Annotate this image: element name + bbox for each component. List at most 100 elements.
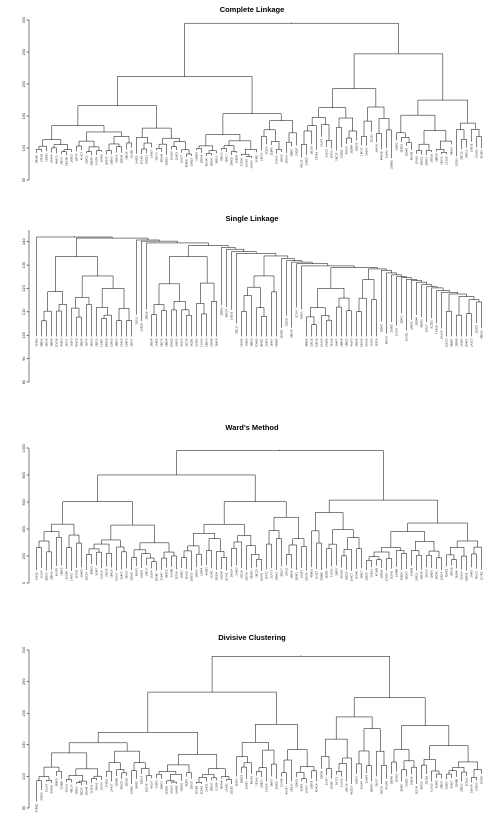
leaf-label: 1A418	[34, 572, 38, 581]
leaf-label: 1A0C7	[179, 154, 183, 163]
leaf-label: 2BD44	[414, 317, 418, 326]
leaf-label: 1BAC7	[224, 154, 228, 163]
leaf-label: 1BA07	[189, 780, 193, 789]
leaf-label: 1AA2A	[319, 338, 323, 347]
leaf-label: 1D5B3	[429, 570, 433, 579]
leaf-label: 2EA17	[64, 338, 68, 347]
leaf-label: 2E0B4	[194, 785, 198, 794]
leaf-label: 3C4B7	[254, 154, 258, 163]
leaf-label: 3BAF0	[399, 315, 403, 324]
leaf-label: 1D8E6	[114, 778, 118, 787]
leaf-label: 4BB02	[89, 566, 93, 575]
leaf-label: 1A8B4	[394, 568, 398, 577]
y-tick-label: 250	[22, 677, 26, 685]
leaf-label: 1E001	[134, 316, 138, 325]
leaf-label: 2EB05	[399, 572, 403, 581]
leaf-label: 2E2F8	[374, 338, 378, 346]
leaf-label: 2BB00	[209, 157, 213, 166]
y-tick-label: 150	[22, 741, 26, 749]
leaf-label: 2BC15	[459, 151, 463, 160]
leaf-label: 2K8C0	[69, 154, 73, 163]
leaf-label: 2D6B8	[319, 572, 323, 581]
leaf-label: 1AB05	[139, 570, 143, 579]
leaf-label: 1A1F4	[94, 157, 98, 166]
leaf-label: 2A4E8	[174, 785, 178, 794]
leaf-label: 4B8A6	[304, 338, 308, 347]
y-tick-label: 0	[22, 581, 26, 584]
leaf-label: 3CE41	[389, 570, 393, 579]
leaf-label: 1EB30	[284, 317, 288, 326]
leaf-label: 2A6E7	[244, 781, 248, 790]
leaf-label: 1D8E1	[179, 570, 183, 579]
y-tick-label: 200	[22, 552, 26, 560]
panel-title: Ward's Method	[225, 423, 279, 432]
leaf-label: 3BA07	[269, 778, 273, 787]
leaf-label: 3C6A8	[199, 786, 203, 795]
leaf-label: 2A4F0	[119, 571, 123, 580]
y-tick-label: 300	[22, 646, 26, 654]
leaf-label: 2BE04	[149, 338, 153, 347]
leaf-label: 1DC06	[54, 338, 58, 347]
leaf-label: 1AB02	[394, 142, 398, 151]
leaf-label: 2AB18	[139, 323, 143, 332]
leaf-label: 3EB10	[214, 155, 218, 164]
leaf-label: 4BC04	[224, 309, 228, 318]
leaf-label: 1AB23	[189, 158, 193, 167]
leaf-label: 4A0F8	[54, 568, 58, 577]
leaf-label: 2BE10	[464, 149, 468, 158]
leaf-label: 1BF7F	[74, 153, 78, 162]
leaf-label: 1D006	[219, 571, 223, 580]
leaf-label: 3A405	[259, 573, 263, 582]
leaf-label: 2BB08	[119, 155, 123, 164]
leaf-label: 2A1B8	[64, 571, 68, 580]
leaf-label: 4TB3D	[34, 804, 38, 813]
leaf-label: 4B4A4	[219, 780, 223, 789]
leaf-label: 3CB46	[209, 338, 213, 347]
leaf-label: 3C5A0	[459, 571, 463, 580]
leaf-label: 2EA17	[374, 778, 378, 787]
leaf-label: 1A2D3	[89, 785, 93, 794]
leaf-label: 3EDB4	[349, 145, 353, 154]
leaf-label: 8B003	[219, 152, 223, 161]
leaf-label: 1BD05	[354, 142, 358, 151]
leaf-label: 4C0B0	[479, 150, 483, 159]
leaf-label: 1BB20	[344, 338, 348, 347]
leaf-label: 4A0E7	[284, 786, 288, 795]
leaf-label: 2BD00	[189, 572, 193, 581]
leaf-label: 1BAC6	[359, 338, 363, 347]
leaf-label: 4C0A6	[384, 781, 388, 790]
leaf-label: 3E0B5	[324, 570, 328, 579]
leaf-label: 2A4F0	[249, 160, 253, 169]
leaf-label: 2TE49	[314, 152, 318, 161]
leaf-label: 1EC08	[309, 146, 313, 155]
leaf-label: 2BC04	[284, 155, 288, 164]
leaf-label: 3C1A6	[139, 156, 143, 165]
leaf-label: 2A0A5	[359, 781, 363, 790]
leaf-label: 4B0D0	[419, 319, 423, 328]
leaf-label: 1A5B0	[459, 338, 463, 347]
leaf-label: 4BB03	[309, 569, 313, 578]
leaf-label: 1BE02	[59, 567, 63, 576]
leaf-label: 1BE00	[194, 569, 198, 578]
leaf-label: 4M00B	[379, 151, 383, 160]
leaf-label: 4B8B7	[449, 338, 453, 347]
leaf-label: 2BA16	[124, 778, 128, 787]
leaf-label: 2BC07	[144, 567, 148, 576]
leaf-label: 2DE1E	[309, 338, 313, 347]
leaf-label: 1E5B0	[329, 781, 333, 790]
leaf-label: 1A6B0	[129, 786, 133, 795]
leaf-label: 1CA57	[394, 327, 398, 336]
leaf-label: 2EB48	[454, 338, 458, 347]
leaf-label: 2BE07	[334, 567, 338, 576]
leaf-label: 1CB03	[104, 779, 108, 788]
leaf-label: 4E00F	[204, 158, 208, 167]
leaf-label: 1D605	[294, 779, 298, 788]
leaf-label: 2BB04	[49, 338, 53, 347]
leaf-label: 1C830	[274, 155, 278, 164]
leaf-label: 2AE18	[104, 568, 108, 577]
leaf-label: 1DB05	[179, 782, 183, 791]
leaf-label: 4A5D0	[339, 569, 343, 578]
leaf-label: 1A4E3	[234, 567, 238, 576]
leaf-label: 1EC30	[184, 338, 188, 347]
leaf-label: 1EA1C	[439, 156, 443, 165]
